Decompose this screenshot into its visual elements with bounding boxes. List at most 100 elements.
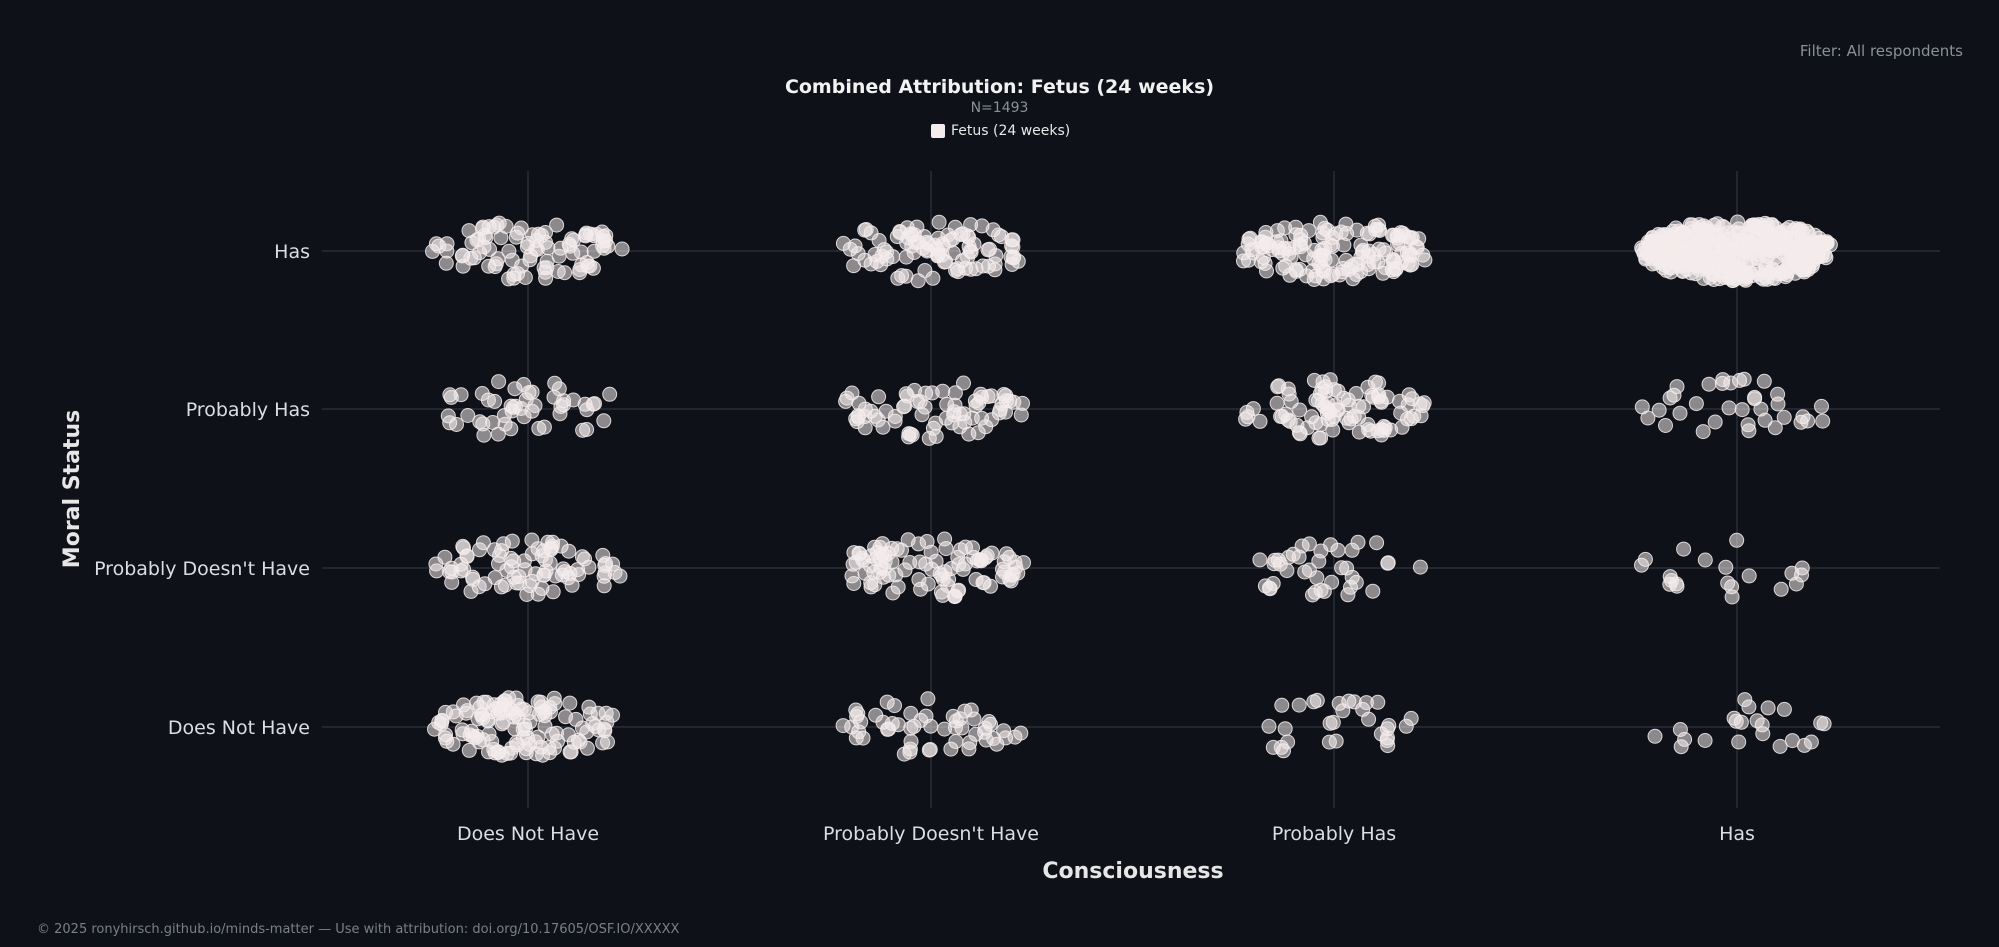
data-point[interactable]: [1709, 229, 1725, 245]
data-point[interactable]: [1776, 701, 1792, 717]
data-point[interactable]: [1301, 536, 1317, 552]
data-point[interactable]: [1776, 409, 1792, 425]
data-point[interactable]: [508, 706, 524, 722]
data-point[interactable]: [1292, 402, 1308, 418]
data-point[interactable]: [579, 724, 595, 740]
data-point[interactable]: [951, 557, 967, 572]
data-point[interactable]: [595, 229, 611, 245]
data-point[interactable]: [1374, 422, 1390, 438]
data-point[interactable]: [897, 562, 913, 578]
data-point[interactable]: [1386, 227, 1402, 243]
data-point[interactable]: [920, 576, 936, 592]
data-point[interactable]: [474, 386, 490, 401]
data-point[interactable]: [1361, 711, 1377, 727]
data-point[interactable]: [925, 420, 941, 436]
data-point[interactable]: [1338, 252, 1354, 268]
data-point[interactable]: [940, 578, 956, 593]
data-point[interactable]: [1255, 234, 1271, 250]
data-point[interactable]: [537, 264, 553, 280]
data-point[interactable]: [477, 576, 493, 592]
data-point[interactable]: [947, 588, 963, 604]
data-point[interactable]: [579, 402, 595, 418]
data-point[interactable]: [1811, 230, 1827, 246]
data-point[interactable]: [1724, 589, 1740, 605]
data-point[interactable]: [924, 561, 940, 577]
data-point[interactable]: [1813, 715, 1829, 731]
data-point[interactable]: [1257, 256, 1273, 271]
data-point[interactable]: [867, 539, 883, 555]
data-point[interactable]: [857, 401, 873, 417]
data-point[interactable]: [849, 414, 865, 430]
data-point[interactable]: [575, 422, 591, 438]
data-point[interactable]: [870, 412, 886, 428]
data-point[interactable]: [1731, 734, 1747, 750]
data-point[interactable]: [530, 729, 546, 745]
data-point[interactable]: [1353, 264, 1369, 280]
data-point[interactable]: [551, 248, 567, 264]
data-point[interactable]: [1668, 220, 1684, 236]
data-point[interactable]: [937, 721, 952, 737]
data-point[interactable]: [1803, 734, 1819, 750]
data-point[interactable]: [960, 228, 975, 244]
data-point[interactable]: [1721, 400, 1737, 416]
data-point[interactable]: [1272, 556, 1288, 572]
data-point[interactable]: [896, 399, 912, 415]
data-point[interactable]: [1737, 692, 1753, 708]
data-point[interactable]: [557, 265, 573, 281]
data-point[interactable]: [536, 419, 552, 435]
data-point[interactable]: [924, 385, 940, 401]
data-point[interactable]: [903, 720, 919, 736]
data-point[interactable]: [1658, 418, 1673, 433]
data-point[interactable]: [469, 728, 485, 744]
data-point[interactable]: [911, 536, 926, 552]
data-point[interactable]: [574, 257, 590, 273]
data-point[interactable]: [1672, 405, 1688, 421]
data-point[interactable]: [944, 415, 960, 431]
data-point[interactable]: [938, 254, 954, 270]
data-point[interactable]: [1010, 253, 1026, 269]
data-point[interactable]: [476, 694, 492, 710]
data-point[interactable]: [957, 703, 973, 719]
data-point[interactable]: [1315, 229, 1331, 245]
data-point[interactable]: [442, 415, 458, 431]
data-point[interactable]: [1311, 553, 1327, 569]
data-point[interactable]: [995, 561, 1010, 577]
data-point[interactable]: [1269, 395, 1285, 411]
data-point[interactable]: [1330, 542, 1346, 558]
data-point[interactable]: [1715, 372, 1731, 388]
data-point[interactable]: [1640, 234, 1656, 250]
data-point[interactable]: [1324, 252, 1339, 268]
data-point[interactable]: [923, 718, 939, 734]
data-point[interactable]: [1740, 417, 1756, 433]
data-point[interactable]: [989, 736, 1005, 752]
data-point[interactable]: [558, 709, 573, 725]
data-point[interactable]: [1795, 257, 1811, 272]
data-point[interactable]: [852, 546, 868, 562]
data-point[interactable]: [503, 559, 519, 575]
data-point[interactable]: [938, 541, 954, 557]
data-point[interactable]: [1767, 420, 1783, 436]
data-point[interactable]: [1697, 552, 1713, 568]
data-point[interactable]: [976, 575, 992, 591]
data-point[interactable]: [472, 245, 488, 261]
data-point[interactable]: [458, 705, 474, 721]
data-point[interactable]: [1371, 375, 1387, 391]
data-point[interactable]: [1402, 245, 1418, 261]
data-point[interactable]: [596, 413, 612, 429]
data-point[interactable]: [1373, 394, 1389, 410]
data-point[interactable]: [846, 576, 862, 591]
data-point[interactable]: [1754, 717, 1770, 733]
data-point[interactable]: [476, 427, 492, 443]
data-point[interactable]: [1274, 697, 1290, 713]
data-point[interactable]: [962, 735, 978, 751]
data-point[interactable]: [1681, 246, 1697, 262]
data-point[interactable]: [1338, 410, 1354, 426]
data-point[interactable]: [1718, 243, 1734, 259]
data-point[interactable]: [902, 744, 918, 760]
data-point[interactable]: [1271, 378, 1287, 394]
data-point[interactable]: [1760, 700, 1776, 716]
data-point[interactable]: [1293, 227, 1309, 243]
data-point[interactable]: [1773, 581, 1789, 597]
data-point[interactable]: [486, 219, 502, 235]
data-point[interactable]: [980, 389, 996, 405]
